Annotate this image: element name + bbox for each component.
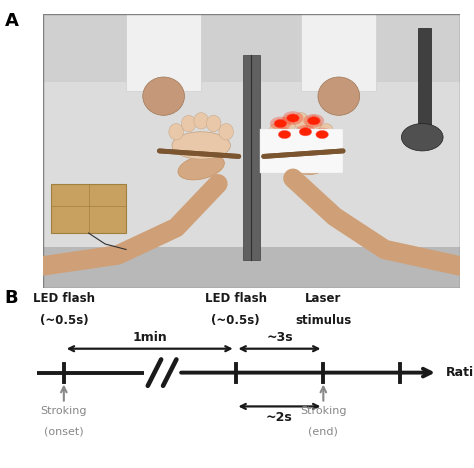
Bar <box>43 14 460 118</box>
Circle shape <box>274 119 287 128</box>
Bar <box>126 14 201 91</box>
Text: stimulus: stimulus <box>295 314 351 327</box>
Bar <box>243 55 260 260</box>
Text: B: B <box>5 289 18 307</box>
Ellipse shape <box>143 77 184 115</box>
Text: 1min: 1min <box>132 331 167 344</box>
Text: LED flash: LED flash <box>33 292 95 305</box>
Text: ~3s: ~3s <box>266 331 293 344</box>
Text: Stroking: Stroking <box>300 406 346 417</box>
Text: (~0.5s): (~0.5s) <box>39 314 88 327</box>
Text: (onset): (onset) <box>44 426 83 436</box>
Circle shape <box>287 114 299 122</box>
Bar <box>301 14 376 91</box>
Text: A: A <box>5 12 18 29</box>
Bar <box>260 129 343 173</box>
Circle shape <box>312 128 333 141</box>
Circle shape <box>299 128 312 136</box>
Text: ~2s: ~2s <box>266 411 293 424</box>
Ellipse shape <box>194 113 209 129</box>
Text: (~0.5s): (~0.5s) <box>211 314 260 327</box>
Circle shape <box>299 128 312 136</box>
Circle shape <box>316 131 328 139</box>
Circle shape <box>401 124 443 151</box>
Ellipse shape <box>169 124 183 140</box>
Text: Laser: Laser <box>305 292 341 305</box>
Circle shape <box>270 117 291 131</box>
Circle shape <box>316 131 328 139</box>
Text: Stroking: Stroking <box>41 406 87 417</box>
Circle shape <box>287 114 299 122</box>
Ellipse shape <box>294 113 309 129</box>
Circle shape <box>308 117 320 125</box>
Circle shape <box>278 131 291 139</box>
Bar <box>51 184 126 233</box>
Ellipse shape <box>272 132 330 159</box>
Circle shape <box>303 114 324 128</box>
Ellipse shape <box>282 115 296 132</box>
Ellipse shape <box>206 115 221 132</box>
Circle shape <box>278 131 291 139</box>
Text: (end): (end) <box>309 426 338 436</box>
Text: LED flash: LED flash <box>205 292 266 305</box>
Circle shape <box>308 117 320 125</box>
Ellipse shape <box>278 149 325 175</box>
Circle shape <box>274 119 287 128</box>
Circle shape <box>274 128 295 141</box>
Ellipse shape <box>172 132 230 159</box>
Bar <box>418 28 430 137</box>
Circle shape <box>295 125 316 139</box>
Ellipse shape <box>319 124 334 140</box>
Ellipse shape <box>182 115 196 132</box>
Bar <box>43 82 460 247</box>
Ellipse shape <box>269 124 283 140</box>
Circle shape <box>283 111 303 125</box>
Text: Rating: Rating <box>446 366 474 379</box>
Ellipse shape <box>318 77 360 115</box>
Ellipse shape <box>178 155 224 180</box>
Ellipse shape <box>307 115 321 132</box>
Ellipse shape <box>219 124 234 140</box>
